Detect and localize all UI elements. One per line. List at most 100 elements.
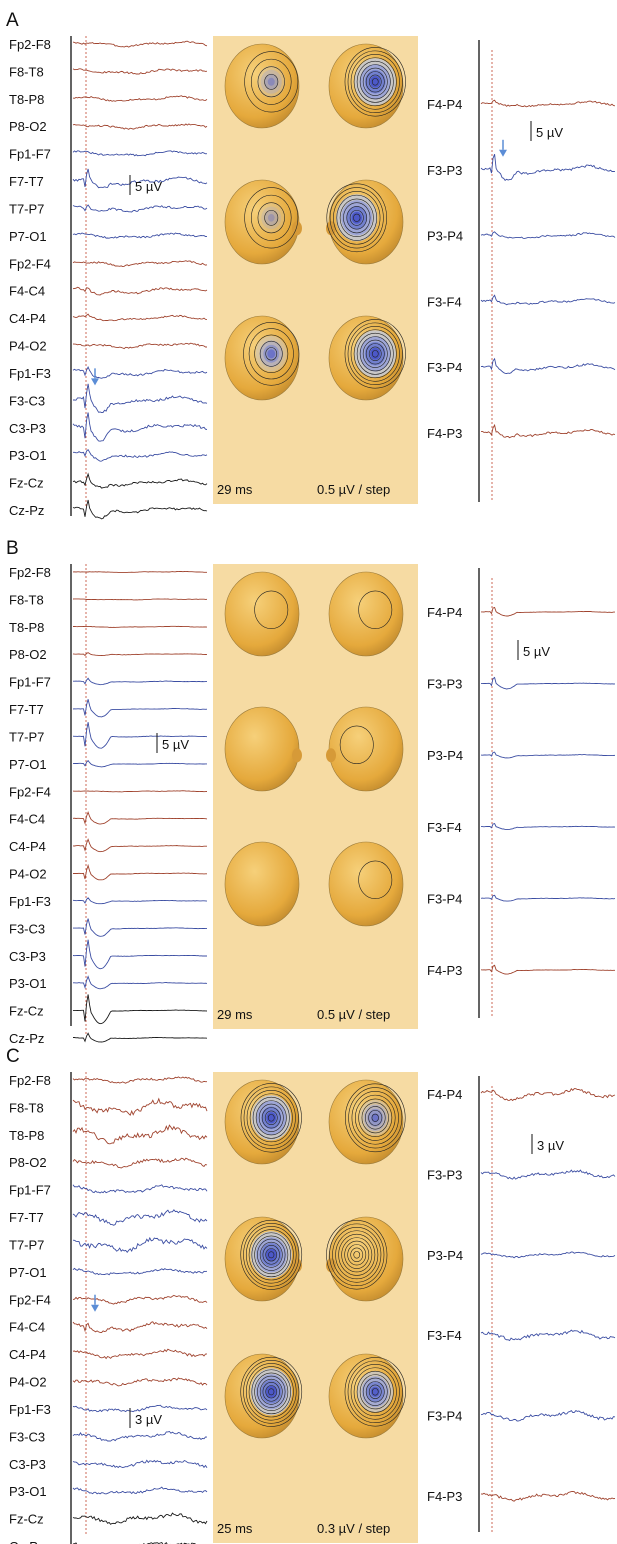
contour-line [364,1106,386,1130]
left-channel-16: Fz-Cz [9,994,208,1025]
eeg-trace [72,68,208,75]
head-shape [328,571,404,657]
channel-label: Fp2-F4 [9,784,51,799]
contour-line [254,1372,289,1412]
left-channel-10: C4-P4 [9,838,207,854]
eeg-trace [72,863,207,881]
contour-line [359,1374,391,1410]
contour-line [326,1220,388,1290]
contour-line [368,1109,383,1126]
channel-label: T7-P7 [9,201,44,216]
left-channel-13: F3-C3 [9,383,208,413]
panel-c: C Fp2-F8 F8-T8 T8-P8 P8-O2 Fp1-F7 F7-T7 T7-P7 P7… [6,1046,616,1544]
eeg-trace [480,294,616,306]
eeg-trace [72,342,207,350]
left-channel-7: P7-O1 [9,757,207,772]
potential-blob [260,69,282,94]
head-map [328,43,406,129]
right-channel-4: F3-P4 [427,357,616,375]
contour-line [265,347,278,361]
left-channel-9: F4-C4 [9,284,208,299]
left-channel-10: C4-P4 [9,1347,208,1362]
contour-line [326,183,388,253]
contour-line [252,1096,290,1139]
channel-label: Fp2-F4 [9,1292,51,1307]
contour-line [243,1360,300,1424]
contour-line [350,1247,364,1262]
contour-line [346,206,368,230]
panel-a: A Fp2-F8 F8-T8 T8-P8 P8-O2 Fp1-F7 F7-T7 T7-P7 P7… [6,10,616,520]
contour-line [261,1107,281,1129]
channel-label: Cz-Pz [9,1539,44,1544]
channel-label: P3-P4 [427,748,463,763]
channel-label: P4-O2 [9,1375,47,1390]
contour-line [358,1098,393,1138]
contour-line [356,1370,394,1413]
contour-line [333,191,381,245]
left-channel-3: P8-O2 [9,647,208,662]
latency-label: 25 ms [217,1521,253,1536]
eeg-trace [72,232,208,239]
eeg-trace [72,1404,208,1413]
channel-label: F3-C3 [9,921,45,936]
channel-label: F3-P3 [427,677,462,692]
eeg-trace [72,625,208,628]
head-map [224,1216,303,1302]
potential-blob [267,349,276,359]
channel-label: F4-C4 [9,812,45,827]
contour-step-label: 0.5 µV / step [317,482,390,497]
channel-label: Fp1-F7 [9,147,51,162]
head-map [328,315,406,401]
eeg-trace [72,699,208,718]
channel-label: F4-P4 [427,1087,462,1102]
channel-label: P7-O1 [9,1265,47,1280]
contour-line [354,1094,396,1141]
contour-line [259,340,283,367]
eeg-trace [72,1294,208,1305]
left-channel-1: F8-T8 [9,1097,208,1117]
channel-label: Fz-Cz [9,1512,44,1527]
contour-line [371,78,379,86]
eeg-trace [72,759,207,768]
contour-line [248,1366,294,1418]
eeg-trace [72,499,208,520]
contour-line [362,1377,388,1406]
right-channel-4: F3-P4 [427,1409,616,1424]
channel-label: P3-P4 [427,1248,463,1263]
contour-line [248,328,294,380]
contour-line [344,319,406,389]
channel-label: Fp1-F3 [9,366,51,381]
left-channel-2: T8-P8 [9,620,208,635]
eeg-trace [73,677,207,686]
head-map [224,1353,303,1439]
channel-label: C4-P4 [9,1347,46,1362]
channel-label: F3-F4 [427,294,462,309]
latency-label: 29 ms [217,482,253,497]
left-channel-14: C3-P3 [9,412,208,442]
left-channel-3: P8-O2 [9,119,208,134]
contour-line [347,1244,367,1266]
contour-line [250,58,292,105]
eeg-trace [72,313,208,322]
right-scale-label: 5 µV [536,125,563,140]
head-map [326,706,404,792]
eeg-trace [481,823,616,831]
eeg-trace [72,994,208,1025]
right-channel-1: F3-P3 [427,677,616,692]
eeg-trace [480,751,616,759]
left-channel-12: Fp1-F3 [9,366,208,381]
contour-line [339,198,374,238]
channel-label: Fz-Cz [9,476,44,491]
channel-label: Fp1-F7 [9,1183,51,1198]
contour-line [358,860,393,899]
eeg-trace [480,894,616,902]
left-scale-label: 5 µV [162,737,189,752]
channel-label: F4-P3 [427,963,462,978]
latency-label: 29 ms [217,1007,253,1022]
left-channel-4: Fp1-F7 [9,1183,208,1198]
ear-shape [292,221,302,236]
contour-line [245,1226,297,1284]
channel-label: F4-P3 [427,1489,462,1504]
right-channel-0: F4-P4 [427,97,616,112]
eeg-trace [72,40,208,48]
